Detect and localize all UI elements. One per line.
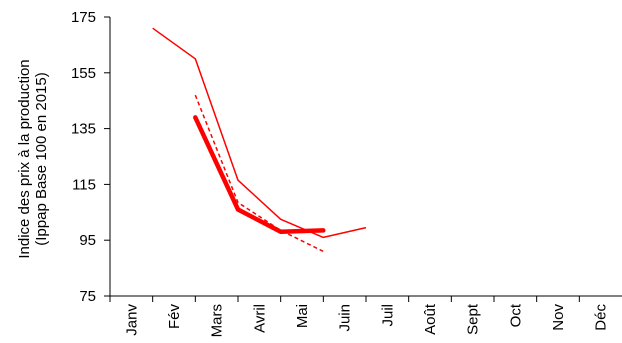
y-tick-label: 75 [79, 288, 96, 305]
series-layer [152, 27, 367, 253]
x-tick-label: Fév [166, 304, 183, 330]
series-line-thin-solid [152, 27, 367, 239]
y-tick-label: 155 [71, 65, 96, 82]
y-tick-label: 95 [79, 232, 96, 249]
series-line-dashed [194, 94, 324, 253]
y-tick-label: 115 [72, 176, 96, 193]
series-line-thick-solid [193, 115, 326, 235]
y-ticks: 75 95 115 135 155 175 [71, 9, 110, 305]
x-tick-label: Juil [379, 304, 396, 327]
x-tick-label: Mars [209, 304, 226, 337]
x-tick-label: Août [422, 303, 439, 335]
x-tick-label: Nov [550, 304, 567, 331]
y-tick-label: 175 [71, 9, 96, 26]
x-tick-label: Janv [123, 304, 140, 336]
y-axis-title: Indice des prix à la production (Ippap B… [16, 59, 50, 258]
y-tick-label: 135 [71, 121, 96, 138]
x-tick-label: Avril [251, 304, 268, 333]
x-tick-label: Déc [593, 304, 610, 331]
x-tick-label: Sept [465, 303, 482, 335]
x-tick-label: Juin [337, 304, 354, 332]
x-ticks: Janv Fév Mars Avril Mai Juin Juil Août Sept Oct No… [109, 296, 610, 337]
x-tick-label: Mai [294, 304, 311, 328]
y-axis-title-line-1: Indice des prix à la production [16, 59, 33, 258]
x-tick-label: Oct [507, 303, 524, 327]
y-axis-title-line-2: (Ippap Base 100 en 2015) [33, 72, 50, 245]
